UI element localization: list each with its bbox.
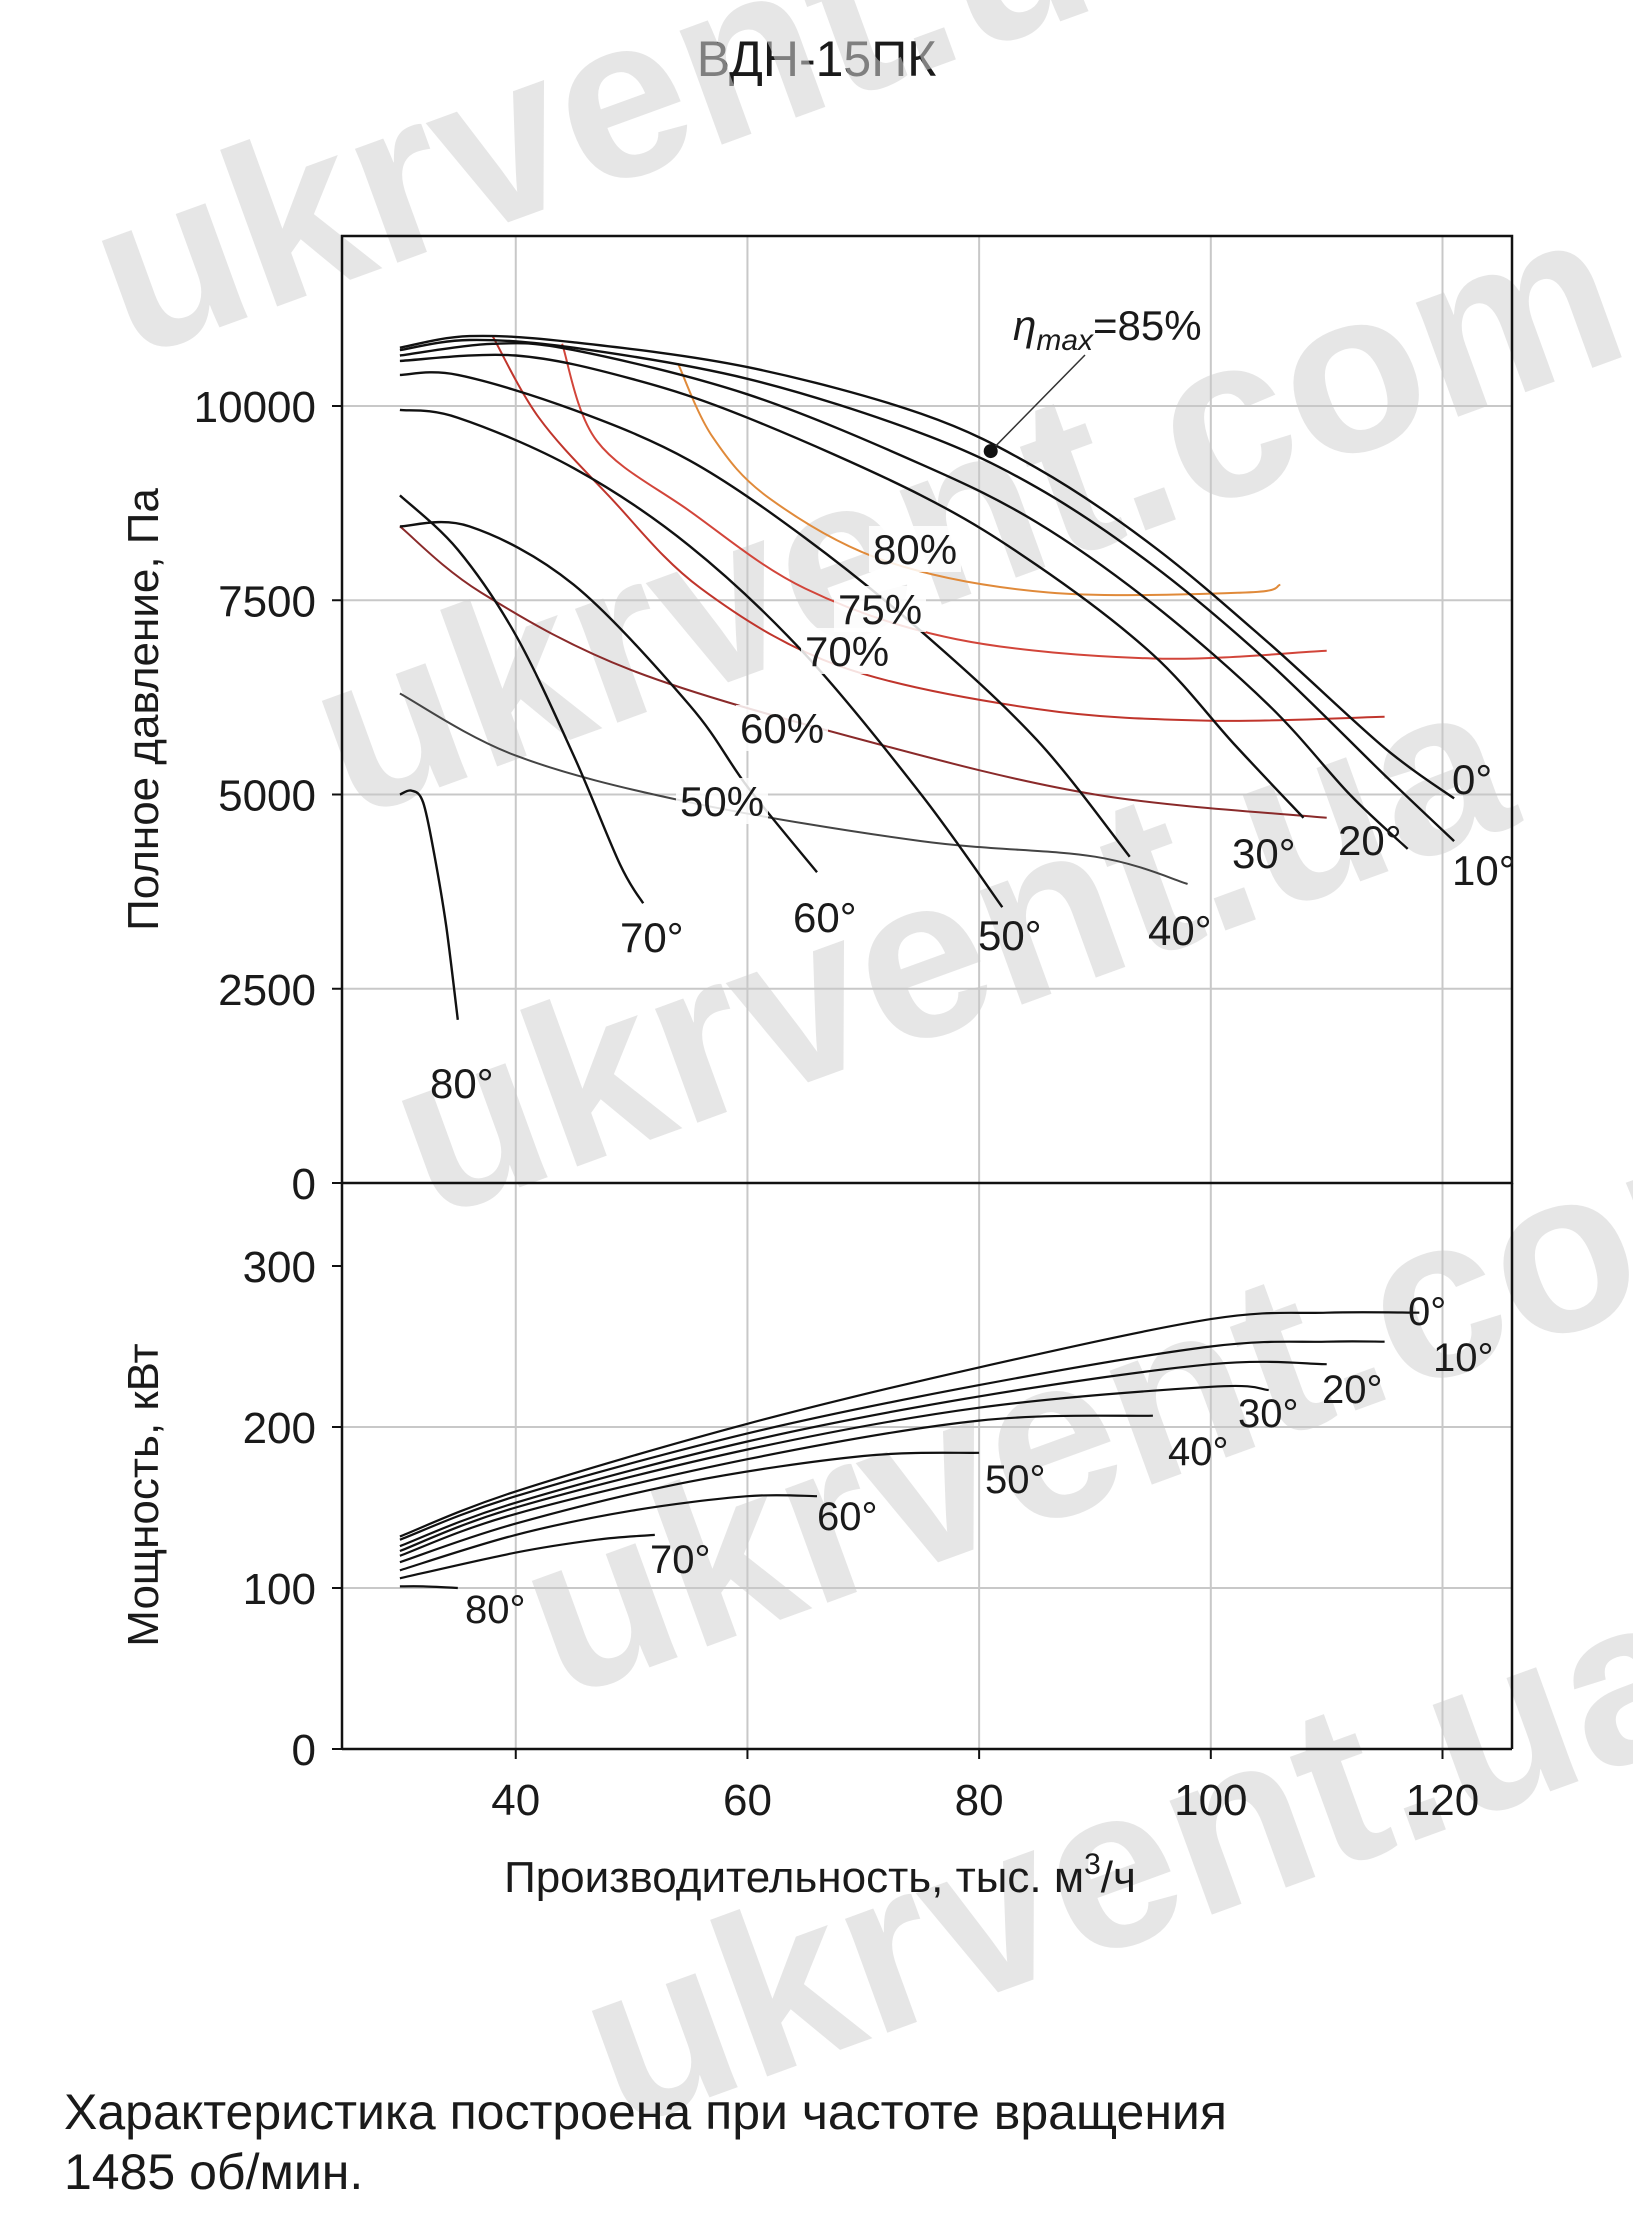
label-layer: Полное давление, Па Мощность, кВт Производ… xyxy=(119,302,1516,1902)
pressure-tick-label: 7500 xyxy=(218,577,316,626)
power-tick-label: 300 xyxy=(243,1243,316,1292)
x-tick-label: 80 xyxy=(955,1776,1004,1825)
power-curve-label: 60° xyxy=(817,1495,878,1539)
efficiency-label: 50% xyxy=(680,778,764,825)
power-curve-60deg xyxy=(399,1494,818,1572)
pressure-tick-label: 0 xyxy=(292,1160,316,1209)
pressure-panel-frame xyxy=(340,234,1514,1185)
efficiency-label: 60% xyxy=(740,705,824,752)
pressure-curve-30deg xyxy=(399,353,1305,819)
efficiency-label-bg xyxy=(676,778,768,824)
pressure-tick-label: 5000 xyxy=(218,772,316,821)
efficiency-curve-50pct xyxy=(399,692,1188,885)
pressure-curve-70deg xyxy=(399,494,645,904)
efficiency-label: 80% xyxy=(873,526,957,573)
pressure-curve-40deg xyxy=(399,371,1131,858)
note-line-2: 1485 об/мин. xyxy=(64,2144,364,2200)
pressure-curve-label: 0° xyxy=(1452,756,1492,803)
power-curve-30deg xyxy=(399,1384,1269,1553)
power-curve-50deg xyxy=(399,1451,980,1564)
pressure-tick-label: 10000 xyxy=(194,383,316,432)
efficiency-label-bg xyxy=(736,705,828,751)
power-curve-0deg xyxy=(399,1311,1420,1538)
pressure-curve-label: 70° xyxy=(620,914,684,961)
axis-ticks: 40 60 80 100 120 0 2500 5000 7500 10000 0 100 200 300 xyxy=(194,383,1480,1825)
pressure-axis-label: Полное давление, Па xyxy=(119,488,168,931)
power-curve-label: 0° xyxy=(1408,1290,1446,1334)
pressure-curve-label: 50° xyxy=(978,912,1042,959)
power-curve-label: 20° xyxy=(1322,1368,1383,1412)
power-curve-80deg xyxy=(399,1585,458,1590)
pressure-curve-label: 80° xyxy=(430,1060,494,1107)
pressure-curve-20deg xyxy=(399,341,1409,850)
grid xyxy=(342,236,1512,1749)
pressure-curve-label: 20° xyxy=(1338,817,1402,864)
power-tick-label: 100 xyxy=(243,1565,316,1614)
power-curve-label: 30° xyxy=(1238,1392,1299,1436)
efficiency-label: 75% xyxy=(838,586,922,633)
note-line-1: Характеристика построена при частоте вра… xyxy=(64,2084,1227,2140)
max-efficiency-point xyxy=(983,444,998,459)
power-curve-label: 50° xyxy=(985,1458,1046,1502)
pressure-curve-label: 40° xyxy=(1148,907,1212,954)
power-curve-label: 40° xyxy=(1168,1430,1229,1474)
pressure-curve-label: 30° xyxy=(1232,830,1296,877)
eta-max-label: ηmax=85% xyxy=(1013,302,1202,357)
x-axis-label: Производительность, тыс. м3/ч xyxy=(504,1848,1136,1902)
efficiency-label-bg xyxy=(801,628,893,674)
efficiency-label-bg xyxy=(869,526,961,572)
x-tick-label: 40 xyxy=(491,1776,540,1825)
power-curve-label: 70° xyxy=(650,1538,711,1582)
power-curve-10deg xyxy=(399,1340,1385,1541)
power-axis-label: Мощность, кВт xyxy=(119,1343,168,1646)
power-curve-label: 10° xyxy=(1433,1336,1494,1380)
axes-frames xyxy=(340,234,1514,1751)
power-curve-20deg xyxy=(399,1360,1327,1548)
pressure-curve-label: 60° xyxy=(793,894,857,941)
power-curve-40deg xyxy=(399,1414,1153,1557)
pressure-curve-0deg xyxy=(399,334,1455,800)
pressure-curve-label: 10° xyxy=(1452,847,1516,894)
x-tick-label: 100 xyxy=(1174,1776,1247,1825)
x-tick-label: 60 xyxy=(723,1776,772,1825)
power-curve-label: 80° xyxy=(465,1588,526,1632)
power-tick-label: 0 xyxy=(292,1726,316,1775)
watermark-layer: ukrvent.uaukrvent.comukrvent.uaukrvent.c… xyxy=(59,0,1633,2176)
power-tick-label: 200 xyxy=(243,1404,316,1453)
rotation-speed-note: Характеристика построена при частоте вра… xyxy=(64,2082,1227,2202)
power-curve-70deg xyxy=(399,1533,655,1580)
efficiency-label-bg xyxy=(834,586,926,632)
pressure-curve-50deg xyxy=(399,408,1004,908)
x-tick-label: 120 xyxy=(1406,1776,1479,1825)
eta-max-leader xyxy=(990,354,1086,452)
chart-title: ВДН-15ПК xyxy=(696,31,937,87)
pressure-curve-80deg xyxy=(399,789,459,1020)
efficiency-label: 70% xyxy=(805,628,889,675)
pressure-tick-label: 2500 xyxy=(218,966,316,1015)
